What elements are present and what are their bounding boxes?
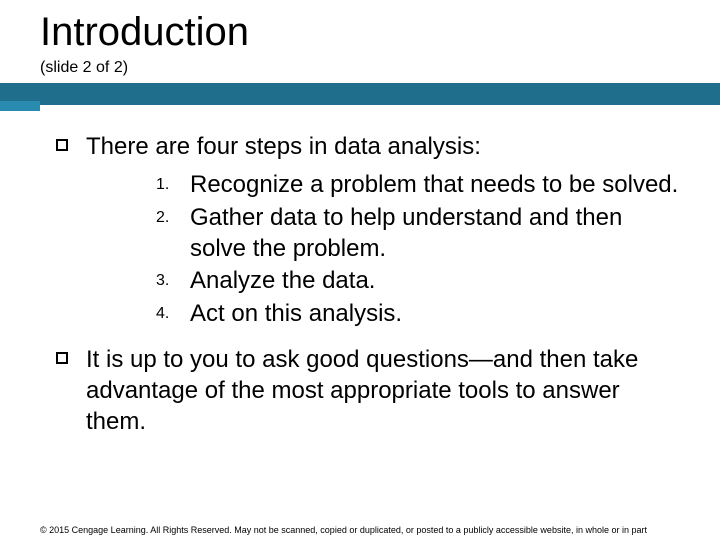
slide: Introduction (slide 2 of 2) There are fo… xyxy=(0,0,720,540)
accent-bar-dark xyxy=(0,83,720,105)
slide-content: There are four steps in data analysis: 1… xyxy=(0,109,720,437)
list-text: Act on this analysis. xyxy=(190,299,402,330)
list-item: 1. Recognize a problem that needs to be … xyxy=(156,170,680,201)
list-text: Recognize a problem that needs to be sol… xyxy=(190,170,678,201)
list-number: 2. xyxy=(156,203,190,227)
slide-subtitle: (slide 2 of 2) xyxy=(0,55,720,83)
accent-bar-light xyxy=(0,101,40,111)
list-item: 2. Gather data to help understand and th… xyxy=(156,203,680,264)
list-number: 3. xyxy=(156,266,190,290)
list-item: 3. Analyze the data. xyxy=(156,266,680,297)
slide-title: Introduction xyxy=(0,0,720,55)
numbered-list: 1. Recognize a problem that needs to be … xyxy=(156,170,680,330)
list-text: Gather data to help understand and then … xyxy=(190,203,680,264)
bullet-text: It is up to you to ask good questions—an… xyxy=(86,344,680,438)
bullet-item: There are four steps in data analysis: xyxy=(56,131,680,162)
bullet-text: There are four steps in data analysis: xyxy=(86,131,481,162)
square-bullet-icon xyxy=(56,352,68,364)
copyright-footer: © 2015 Cengage Learning. All Rights Rese… xyxy=(40,525,680,536)
list-number: 4. xyxy=(156,299,190,323)
bullet-item: It is up to you to ask good questions—an… xyxy=(56,344,680,438)
accent-bar xyxy=(0,83,720,109)
list-number: 1. xyxy=(156,170,190,194)
list-item: 4. Act on this analysis. xyxy=(156,299,680,330)
square-bullet-icon xyxy=(56,139,68,151)
list-text: Analyze the data. xyxy=(190,266,375,297)
